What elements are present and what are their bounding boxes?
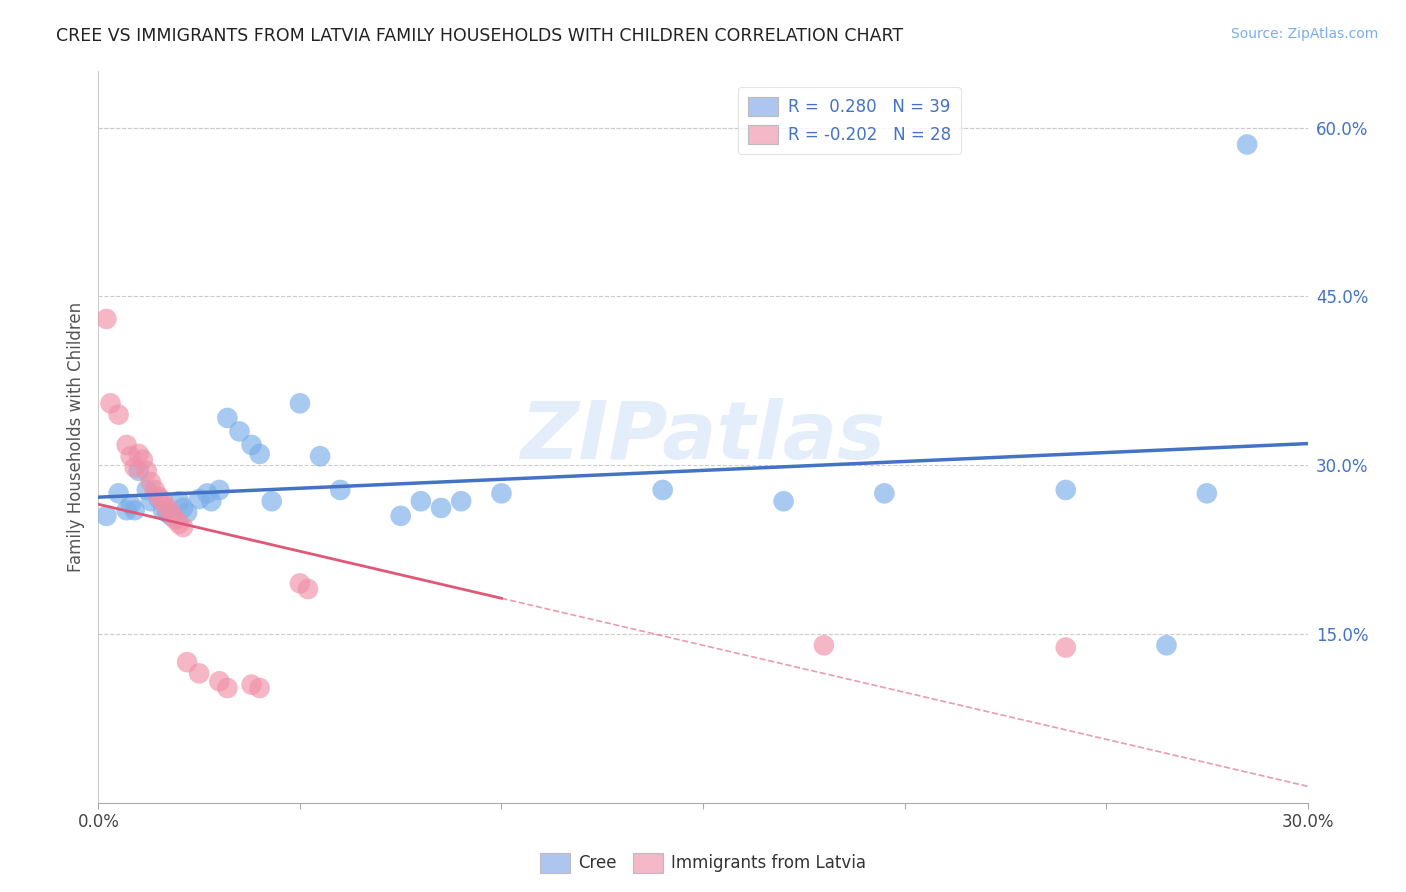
Point xyxy=(208,483,231,497)
Point xyxy=(195,486,218,500)
Point xyxy=(148,490,170,504)
Point xyxy=(772,494,794,508)
Point xyxy=(167,516,190,531)
Point xyxy=(107,408,129,422)
Point xyxy=(450,494,472,508)
Point xyxy=(188,666,211,681)
Point xyxy=(96,312,118,326)
Point xyxy=(297,582,319,596)
Point xyxy=(288,576,311,591)
Point xyxy=(651,483,673,497)
Point xyxy=(120,498,142,512)
Point xyxy=(389,508,412,523)
Point xyxy=(329,483,352,497)
Point xyxy=(100,396,122,410)
Point xyxy=(217,411,239,425)
Point xyxy=(139,475,162,489)
Legend: Cree, Immigrants from Latvia: Cree, Immigrants from Latvia xyxy=(533,847,873,880)
Point xyxy=(188,491,211,506)
Point xyxy=(240,438,263,452)
Point xyxy=(249,681,271,695)
Point xyxy=(152,494,174,508)
Point xyxy=(200,494,222,508)
Legend: R =  0.280   N = 39, R = -0.202   N = 28: R = 0.280 N = 39, R = -0.202 N = 28 xyxy=(738,87,960,153)
Point xyxy=(873,486,896,500)
Point xyxy=(135,464,157,478)
Point xyxy=(156,506,179,520)
Point xyxy=(124,460,146,475)
Point xyxy=(115,503,138,517)
Point xyxy=(160,508,183,523)
Point xyxy=(260,494,283,508)
Point xyxy=(309,449,332,463)
Point xyxy=(430,500,453,515)
Point xyxy=(172,520,194,534)
Point xyxy=(208,674,231,689)
Text: ZIPatlas: ZIPatlas xyxy=(520,398,886,476)
Point xyxy=(156,500,179,515)
Point xyxy=(1156,638,1178,652)
Point xyxy=(148,491,170,506)
Text: CREE VS IMMIGRANTS FROM LATVIA FAMILY HOUSEHOLDS WITH CHILDREN CORRELATION CHART: CREE VS IMMIGRANTS FROM LATVIA FAMILY HO… xyxy=(56,27,904,45)
Point xyxy=(288,396,311,410)
Point xyxy=(813,638,835,652)
Point xyxy=(139,494,162,508)
Point xyxy=(124,503,146,517)
Point xyxy=(128,464,150,478)
Point xyxy=(107,486,129,500)
Point xyxy=(115,438,138,452)
Point xyxy=(409,494,432,508)
Point xyxy=(217,681,239,695)
Point xyxy=(160,506,183,520)
Point xyxy=(163,512,186,526)
Point xyxy=(1054,483,1077,497)
Point xyxy=(96,508,118,523)
Point xyxy=(1236,137,1258,152)
Point xyxy=(228,425,250,439)
Point xyxy=(176,655,198,669)
Point xyxy=(491,486,513,500)
Point xyxy=(128,447,150,461)
Point xyxy=(1195,486,1218,500)
Point xyxy=(135,483,157,497)
Point xyxy=(132,452,155,467)
Point xyxy=(1054,640,1077,655)
Point xyxy=(167,494,190,508)
Text: Source: ZipAtlas.com: Source: ZipAtlas.com xyxy=(1230,27,1378,41)
Point xyxy=(172,500,194,515)
Point xyxy=(176,506,198,520)
Point xyxy=(120,449,142,463)
Point xyxy=(152,503,174,517)
Point xyxy=(240,678,263,692)
Y-axis label: Family Households with Children: Family Households with Children xyxy=(66,302,84,572)
Point xyxy=(249,447,271,461)
Point xyxy=(143,483,166,497)
